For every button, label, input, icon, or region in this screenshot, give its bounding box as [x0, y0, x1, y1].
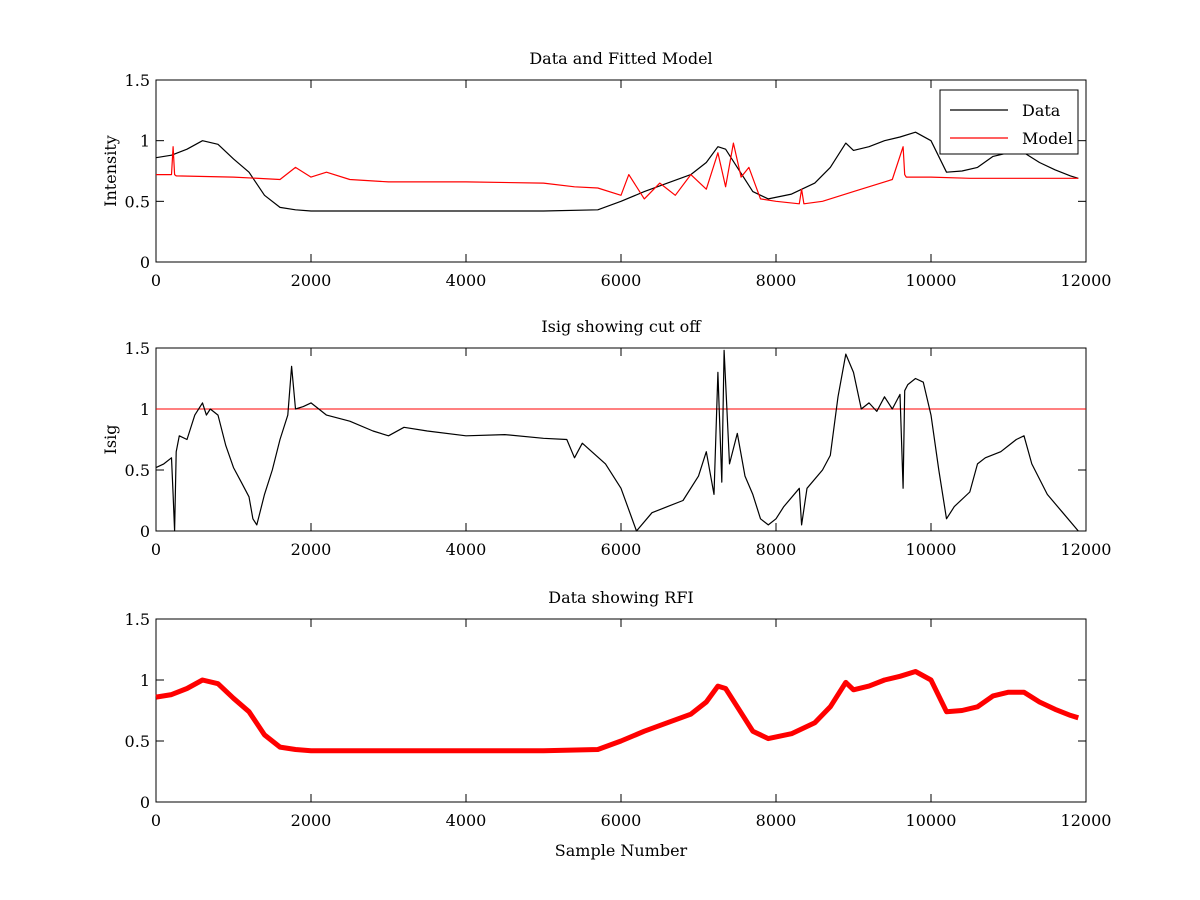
x-tick-label: 4000	[446, 540, 487, 559]
y-tick-label: 0	[140, 793, 150, 812]
y-tick-label: 0	[140, 522, 150, 541]
y-tick-label: 0.5	[125, 732, 150, 751]
subplot-2: 0 2000 4000 6000 8000 10000 12000 0 0.5 1 1.5 Isig …	[101, 317, 1111, 559]
y-axis-label: Isig	[101, 425, 120, 455]
x-tick-label: 6000	[601, 271, 642, 290]
y-tick-label: 1.5	[125, 71, 150, 90]
series-line-1	[155, 669, 1080, 754]
plot-area	[155, 618, 1087, 803]
x-tick-label: 0	[151, 540, 161, 559]
chart-title: Data and Fitted Model	[529, 49, 712, 68]
series-line-data	[155, 131, 1079, 212]
y-tick-label: 1.5	[125, 339, 150, 358]
y-axis-label: Intensity	[101, 135, 120, 207]
y-tick-label: 1	[140, 132, 150, 151]
plot-area	[155, 347, 1087, 532]
y-tick-label: 0.5	[125, 192, 150, 211]
x-tick-label: 2000	[291, 811, 332, 830]
x-tick-label: 12000	[1061, 271, 1112, 290]
x-tick-label: 10000	[906, 811, 957, 830]
x-tick-label: 0	[151, 271, 161, 290]
x-tick-label: 6000	[601, 540, 642, 559]
chart-title: Isig showing cut off	[541, 317, 702, 336]
x-tick-label: 8000	[756, 271, 797, 290]
x-tick-label: 0	[151, 811, 161, 830]
x-tick-label: 6000	[601, 811, 642, 830]
x-tick-label: 4000	[446, 271, 487, 290]
plot-area	[155, 79, 1087, 263]
legend-entry: Data	[1022, 101, 1061, 120]
y-tick-label: 1	[140, 400, 150, 419]
x-tick-label: 2000	[291, 540, 332, 559]
chart-title: Data showing RFI	[548, 588, 693, 607]
x-tick-label: 10000	[906, 271, 957, 290]
series-line-model	[156, 142, 1079, 205]
x-tick-label: 8000	[756, 540, 797, 559]
x-tick-label: 10000	[906, 540, 957, 559]
x-tick-label: 12000	[1061, 811, 1112, 830]
y-tick-label: 0	[140, 253, 150, 272]
legend-box	[939, 89, 1079, 155]
y-tick-label: 1.5	[125, 610, 150, 629]
x-tick-label: 12000	[1061, 540, 1112, 559]
y-tick-label: 1	[140, 671, 150, 690]
x-tick-label: 2000	[291, 271, 332, 290]
legend: Data Model	[939, 89, 1079, 155]
legend-entry: Model	[1022, 129, 1073, 148]
x-tick-label: 8000	[756, 811, 797, 830]
x-tick-label: 4000	[446, 811, 487, 830]
series-line-1	[155, 349, 1079, 532]
subplot-3: 0 2000 4000 6000 8000 10000 12000 0 0.5 1 1.5 Data …	[125, 588, 1112, 860]
subplot-1: 0 2000 4000 6000 8000 10000 12000 0 0.5 1 1.5 Data …	[101, 49, 1111, 290]
x-axis-label: Sample Number	[555, 841, 688, 860]
y-tick-label: 0.5	[125, 461, 150, 480]
